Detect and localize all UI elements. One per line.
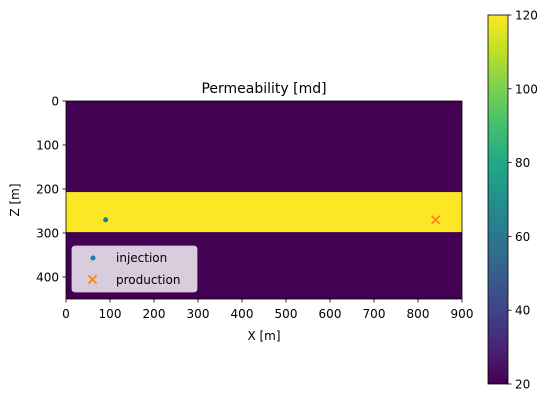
colorbar-tick-label: 60 (515, 230, 530, 244)
y-tick-label: 300 (36, 227, 59, 241)
colorbar-ticks: 20 40 60 80 100 120 (508, 9, 538, 392)
y-tick-label: 100 (36, 139, 59, 153)
x-tick-label: 200 (143, 307, 166, 321)
chart-title: Permeability [md] (201, 81, 326, 97)
legend-production-marker (87, 274, 98, 285)
legend-injection-marker (90, 255, 96, 261)
legend-box (71, 245, 198, 293)
y-axis-ticks: 0 100 200 300 400 (36, 95, 66, 285)
legend-injection-label: injection (116, 251, 167, 265)
plot-frame (65, 100, 463, 300)
x-tick-label: 900 (451, 307, 474, 321)
x-tick-label: 0 (62, 307, 70, 321)
y-axis-label: Z [m] (8, 183, 22, 216)
x-tick-label: 300 (187, 307, 210, 321)
x-tick-label: 400 (231, 307, 254, 321)
y-tick-label: 0 (51, 95, 59, 109)
legend-production-label: production (116, 273, 180, 287)
x-tick-label: 800 (407, 307, 430, 321)
y-tick-label: 400 (36, 271, 59, 285)
x-axis-ticks: 0 100 200 300 400 500 600 700 800 900 (62, 299, 473, 321)
colorbar (487, 14, 509, 385)
field-layer-0 (66, 192, 462, 233)
production-well-marker (431, 215, 441, 225)
y-tick-label: 200 (36, 183, 59, 197)
x-tick-label: 700 (363, 307, 386, 321)
colorbar-tick-label: 40 (515, 304, 530, 318)
legend: injection production (71, 245, 198, 293)
colorbar-tick-label: 20 (515, 378, 530, 392)
colorbar-tick-label: 80 (515, 156, 530, 170)
colorbar-tick-label: 120 (515, 9, 538, 23)
x-axis-label: X [m] (247, 329, 280, 343)
well-markers (103, 215, 441, 225)
colorbar-tick-label: 100 (515, 82, 538, 96)
x-tick-label: 500 (275, 307, 298, 321)
injection-well-marker (103, 217, 109, 223)
x-tick-label: 600 (319, 307, 342, 321)
x-tick-label: 100 (99, 307, 122, 321)
